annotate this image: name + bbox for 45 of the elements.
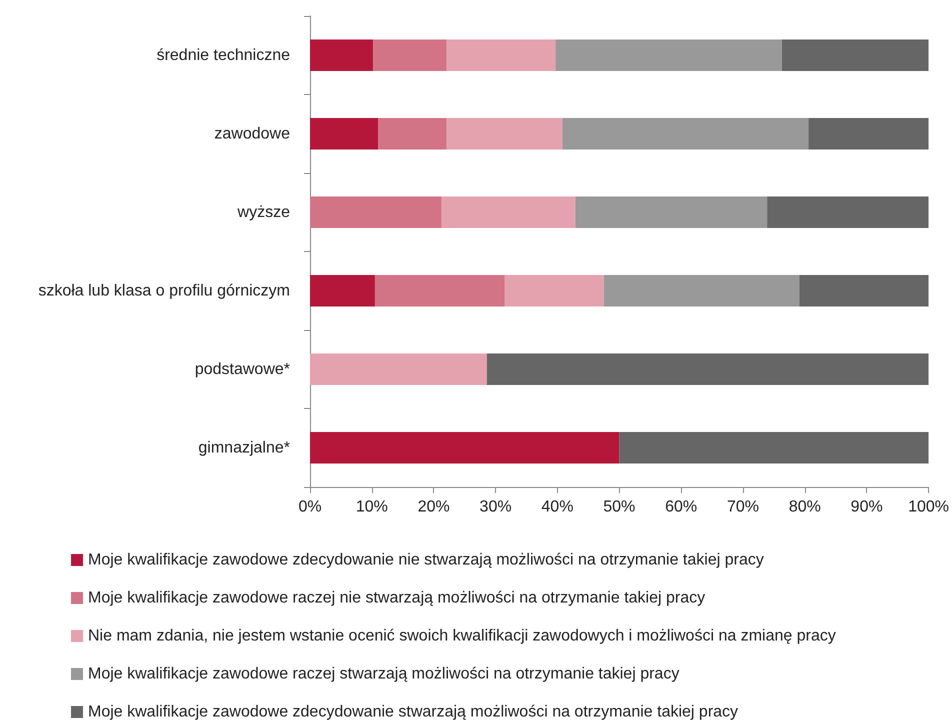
x-tick-label: 60% [665,498,698,516]
bar [619,432,929,464]
y-tick-label: szkoła lub klasa o profilu górniczym [38,282,290,300]
legend-label: Moje kwalifikacje zawodowe zdecydowanie stwarzają możliwości na otrzymanie takiej pracy [88,704,738,720]
y-tick-label: zawodowe [214,125,290,142]
bar [310,118,378,150]
bar [310,432,620,464]
bar [442,196,576,228]
bar [799,275,929,306]
x-tick-label: 80% [788,498,821,516]
bar [310,40,374,71]
y-tick-label: podstawowe* [194,360,290,378]
x-tick-label: 70% [726,498,759,516]
bar [310,196,442,228]
legend-label: Moje kwalifikacje zawodowe raczej stwarzają możliwości na otrzymanie takiej pracy [88,666,680,682]
bar [446,118,562,150]
x-tick-label: 40% [541,498,574,516]
bar [504,275,604,306]
x-tick-label: 20% [418,498,450,516]
x-tick-label: 30% [480,498,512,516]
y-tick-label: średnie techniczne [156,46,290,64]
x-tick-label: 10% [356,498,388,516]
bar [446,40,556,71]
legend-label: Moje kwalifikacje zawodowe zdecydowanie nie stwarzają możliwości na otrzymanie takiej pracy [88,552,764,568]
x-tick-label: 90% [850,498,883,516]
y-tick-label: gimnazjalne* [198,439,290,456]
bar [556,40,782,71]
bar [310,275,375,306]
bar [378,118,447,150]
bar [575,196,768,228]
bar [562,118,809,150]
bar [808,118,929,150]
x-tick-label: 0% [298,498,322,516]
bar [310,354,487,385]
legend-label: Nie mam zdania, nie jestem wstanie ocenić swoich kwalifikacji zawodowych i możliwości na zmianę pracy [88,628,836,644]
bar [374,275,505,306]
x-tick-label: 100% [908,498,949,516]
y-tick-label: wyższe [236,204,290,221]
bar [373,40,447,71]
bar [782,40,929,71]
x-tick-label: 50% [603,498,636,516]
bar [767,196,929,228]
bar [486,354,929,385]
legend-label: Moje kwalifikacje zawodowe raczej nie stwarzają możliwości na otrzymanie takiej pracy [88,590,706,606]
bar [604,275,800,306]
